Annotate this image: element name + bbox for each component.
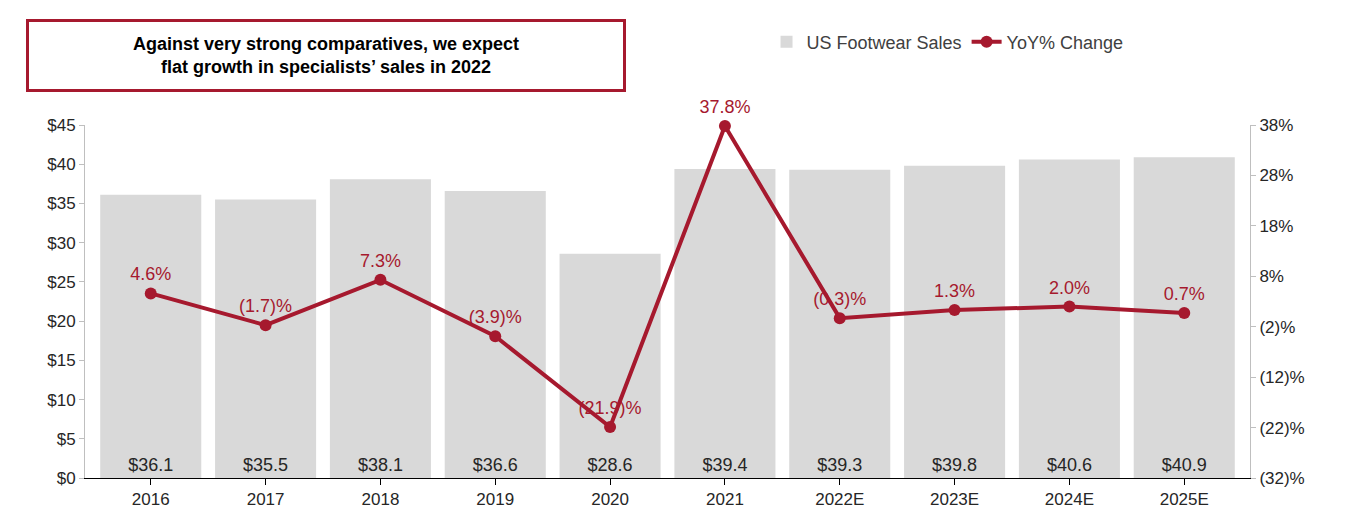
svg-text:8%: 8% [1259, 267, 1284, 286]
svg-text:(0.3)%: (0.3)% [813, 289, 866, 309]
svg-text:(1.7)%: (1.7)% [239, 296, 292, 316]
svg-text:2016: 2016 [132, 490, 170, 509]
svg-text:(12)%: (12)% [1259, 368, 1304, 387]
svg-text:$39.8: $39.8 [932, 455, 977, 475]
svg-text:$30: $30 [47, 234, 75, 253]
svg-text:$35.5: $35.5 [243, 455, 288, 475]
svg-text:0.7%: 0.7% [1164, 284, 1205, 304]
svg-text:2.0%: 2.0% [1049, 278, 1090, 298]
svg-text:$40: $40 [47, 155, 75, 174]
svg-text:$40.9: $40.9 [1162, 455, 1207, 475]
svg-text:2021: 2021 [706, 490, 744, 509]
svg-text:28%: 28% [1259, 166, 1293, 185]
svg-text:2018: 2018 [362, 490, 400, 509]
svg-text:2019: 2019 [476, 490, 514, 509]
svg-text:18%: 18% [1259, 217, 1293, 236]
svg-text:$38.1: $38.1 [358, 455, 403, 475]
svg-text:4.6%: 4.6% [130, 264, 171, 284]
svg-text:YoY% Change: YoY% Change [1007, 33, 1123, 53]
svg-text:$10: $10 [47, 391, 75, 410]
svg-text:$20: $20 [47, 312, 75, 331]
svg-text:(3.9)%: (3.9)% [469, 307, 522, 327]
svg-text:(21.9)%: (21.9)% [579, 398, 642, 418]
svg-text:37.8%: 37.8% [699, 97, 750, 117]
svg-text:$39.3: $39.3 [817, 455, 862, 475]
svg-text:$35: $35 [47, 194, 75, 213]
svg-text:(32)%: (32)% [1259, 469, 1304, 488]
svg-text:$36.1: $36.1 [128, 455, 173, 475]
svg-text:$28.6: $28.6 [588, 455, 633, 475]
svg-text:1.3%: 1.3% [934, 281, 975, 301]
svg-text:US Footwear Sales: US Footwear Sales [807, 33, 962, 53]
svg-text:2025E: 2025E [1160, 490, 1209, 509]
svg-text:2022E: 2022E [815, 490, 864, 509]
svg-text:$36.6: $36.6 [473, 455, 518, 475]
svg-text:2020: 2020 [591, 490, 629, 509]
svg-text:$39.4: $39.4 [702, 455, 747, 475]
svg-text:$25: $25 [47, 273, 75, 292]
svg-text:$0: $0 [57, 469, 76, 488]
svg-text:2017: 2017 [247, 490, 285, 509]
svg-text:(22)%: (22)% [1259, 419, 1304, 438]
svg-text:Against very strong comparativ: Against very strong comparatives, we exp… [133, 34, 519, 77]
svg-text:$45: $45 [47, 116, 75, 135]
svg-text:7.3%: 7.3% [360, 251, 401, 271]
svg-text:$15: $15 [47, 351, 75, 370]
svg-text:2024E: 2024E [1045, 490, 1094, 509]
svg-text:2023E: 2023E [930, 490, 979, 509]
svg-text:$5: $5 [57, 430, 76, 449]
svg-text:38%: 38% [1259, 116, 1293, 135]
svg-text:(2)%: (2)% [1259, 318, 1295, 337]
svg-text:$40.6: $40.6 [1047, 455, 1092, 475]
